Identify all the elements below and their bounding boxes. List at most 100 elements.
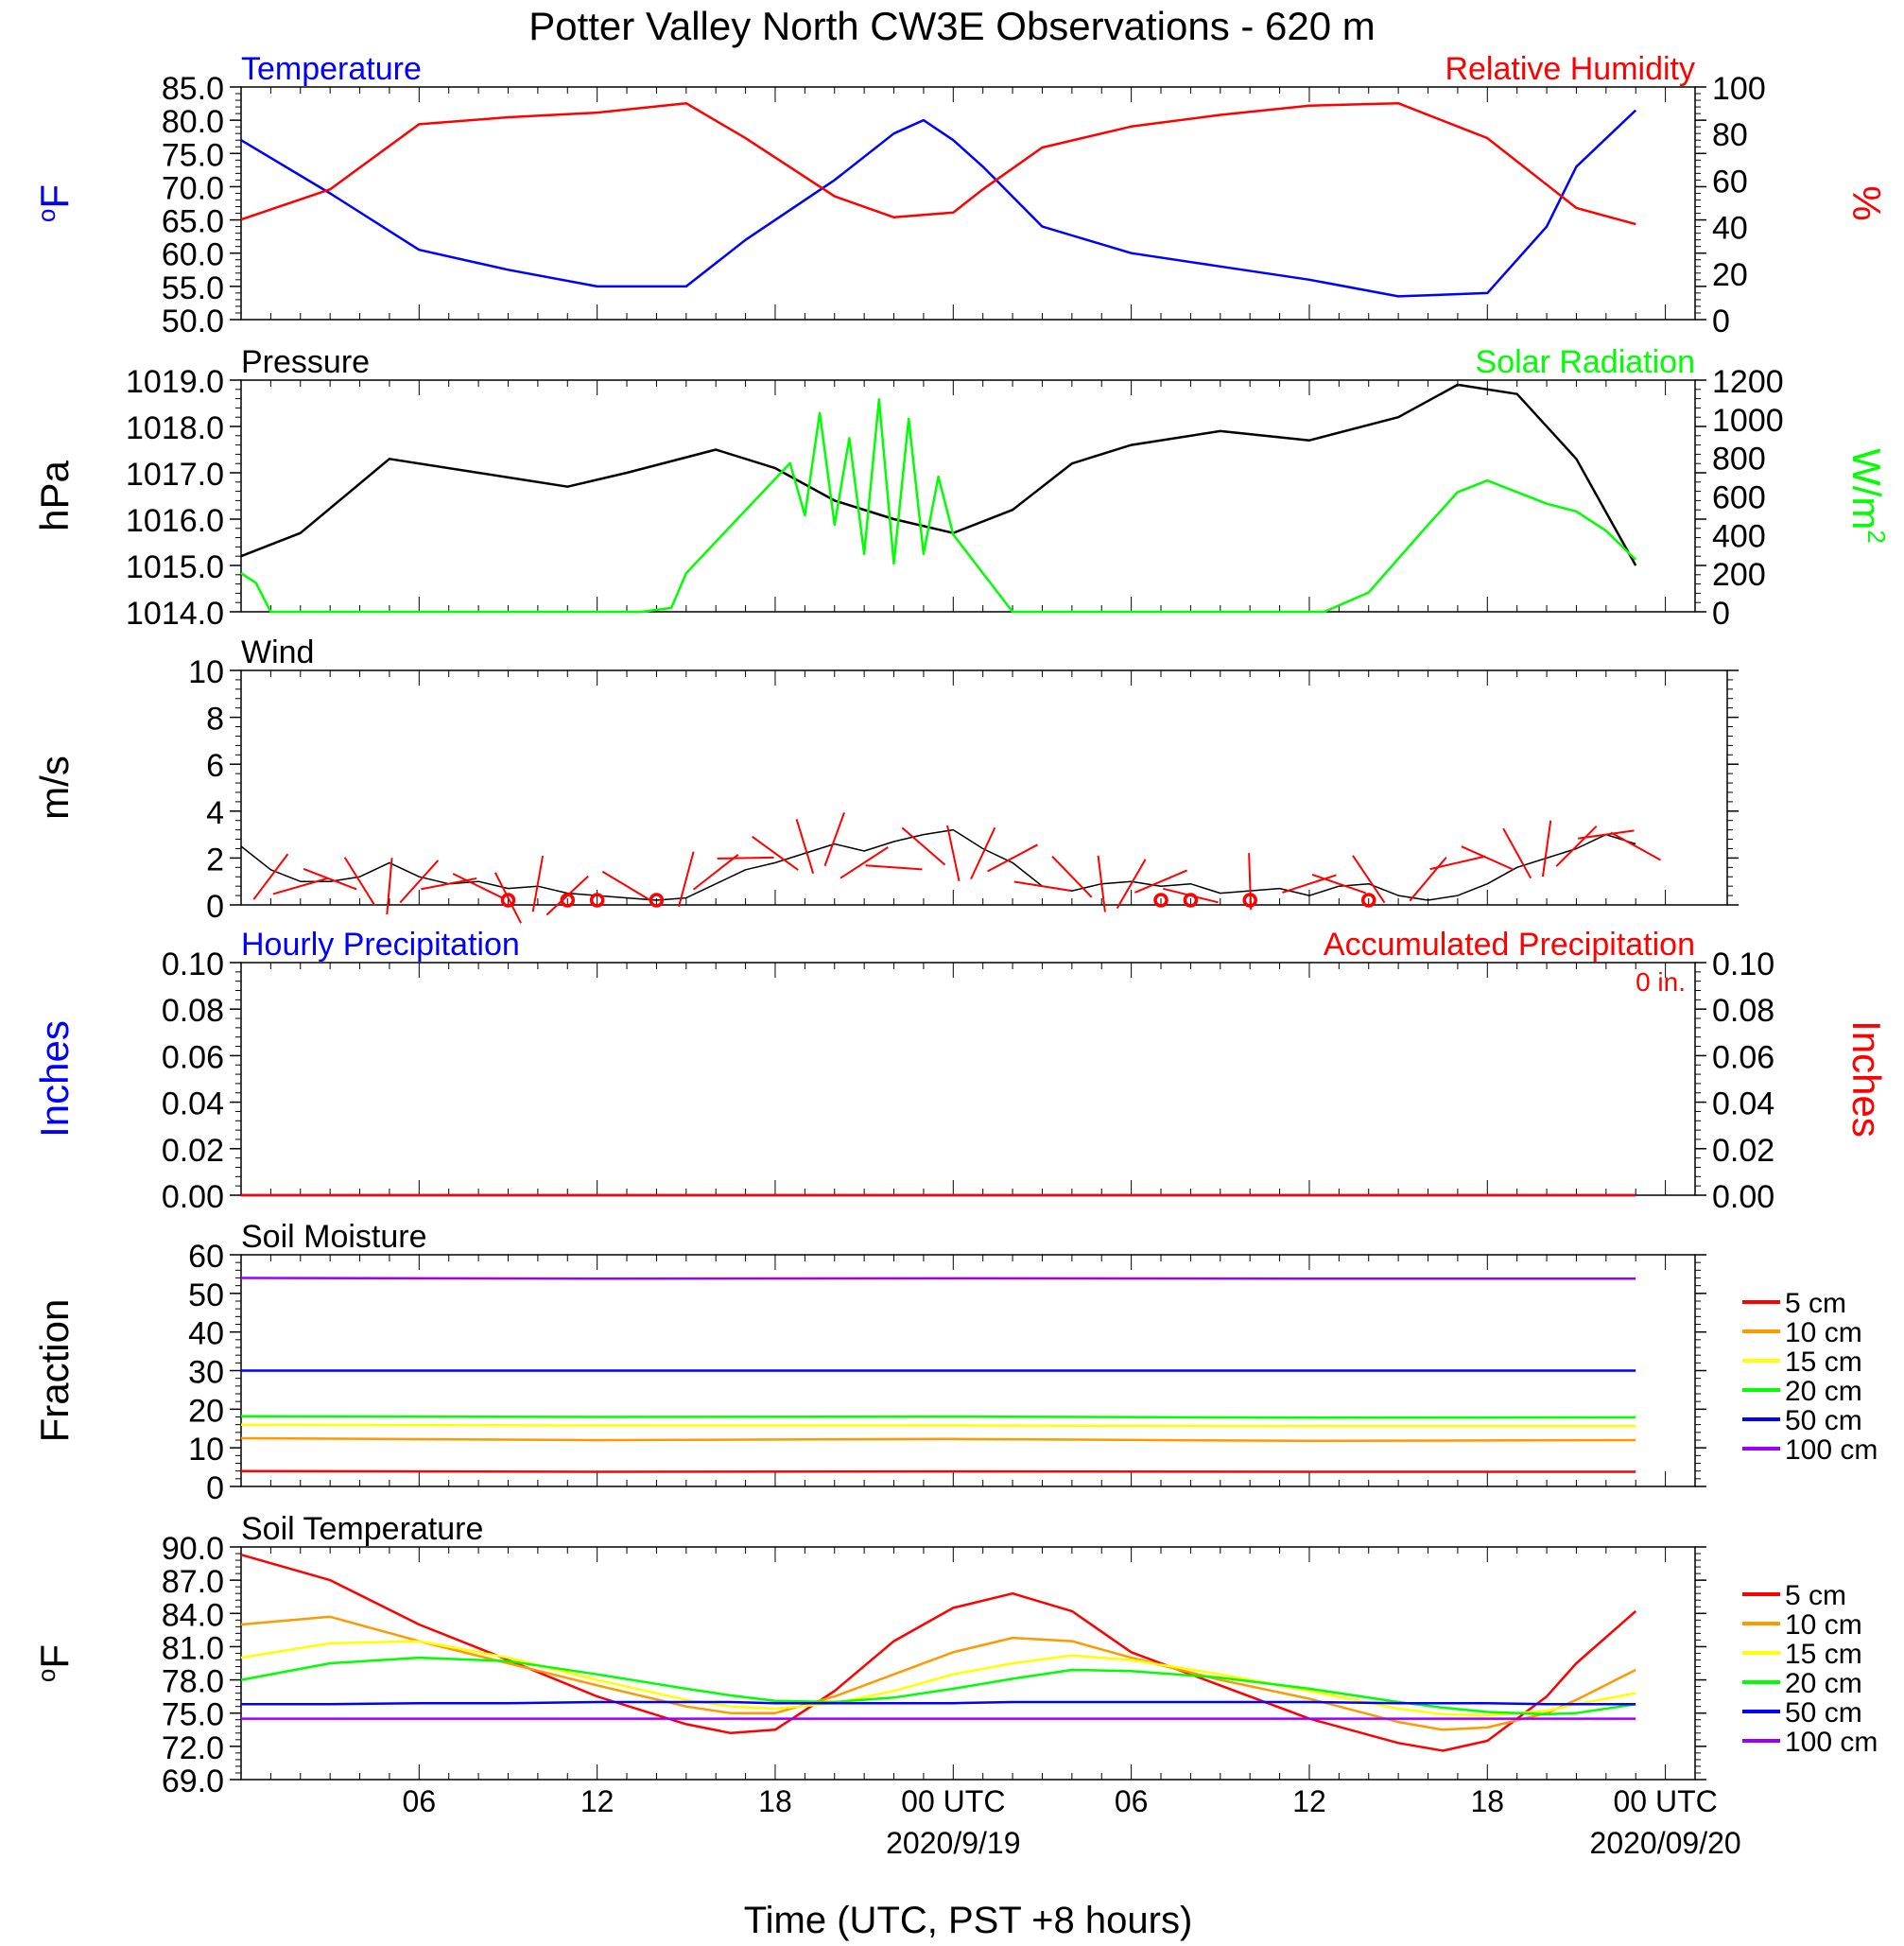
panel-title-left: Hourly Precipitation bbox=[241, 927, 520, 963]
wind-barb bbox=[252, 853, 289, 900]
y-axis-label-right: W/m2 bbox=[1844, 448, 1891, 544]
right-tick-label: 60 bbox=[1712, 164, 1748, 200]
left-tick-label: 0.08 bbox=[162, 993, 224, 1029]
legend-entry: 50 cm bbox=[1785, 1697, 1862, 1729]
legend-entry: 5 cm bbox=[1785, 1288, 1846, 1319]
legend-entry: 15 cm bbox=[1785, 1347, 1862, 1378]
right-tick-label: 80 bbox=[1712, 117, 1748, 153]
wind-barb bbox=[970, 826, 996, 880]
left-tick-label: 84.0 bbox=[162, 1597, 224, 1633]
left-tick-label: 87.0 bbox=[162, 1564, 224, 1600]
series-wind bbox=[240, 828, 1636, 901]
calm-wind-marker bbox=[560, 893, 576, 908]
wind-barb bbox=[1610, 831, 1661, 861]
right-tick-label: 0.06 bbox=[1712, 1039, 1774, 1075]
legend-entry: 100 cm bbox=[1785, 1434, 1878, 1466]
wind-barb bbox=[386, 858, 393, 915]
series-temperature bbox=[240, 109, 1637, 298]
calm-wind-marker bbox=[500, 893, 516, 908]
series-15-cm bbox=[240, 1423, 1636, 1428]
left-tick-label: 90.0 bbox=[162, 1531, 224, 1567]
left-tick-label: 1015.0 bbox=[126, 549, 224, 585]
wind-barb bbox=[752, 835, 799, 871]
left-tick-label: 4 bbox=[206, 795, 224, 831]
wind-barb bbox=[692, 854, 739, 891]
wind-barb bbox=[1409, 857, 1447, 902]
left-tick-label: 0.10 bbox=[162, 947, 224, 982]
right-tick-label: 100 bbox=[1712, 71, 1766, 107]
left-tick-label: 65.0 bbox=[162, 204, 224, 240]
series-100-cm bbox=[240, 1277, 1636, 1280]
series-50-cm bbox=[241, 1700, 1636, 1706]
wind-barb bbox=[823, 812, 845, 867]
panel-pressure_solar: 1014.0 1015.0 1016.0 1017.0 1018.0 1019.0 0200… bbox=[32, 344, 1891, 632]
wind-barb bbox=[795, 819, 815, 874]
panel-temp_rh: 50.055.060.065.070.075.080.085.0 0 20 40 60 8… bbox=[32, 51, 1889, 339]
y-axis-label-right: Inches bbox=[1844, 1020, 1889, 1138]
left-tick-label: 72.0 bbox=[162, 1730, 224, 1766]
right-tick-label: 200 bbox=[1712, 557, 1766, 593]
left-tick-label: 50 bbox=[188, 1277, 224, 1313]
legend-entry: 10 cm bbox=[1785, 1317, 1862, 1348]
wind-barb bbox=[399, 860, 440, 904]
right-tick-label: 800 bbox=[1712, 442, 1766, 478]
wind-barb bbox=[1013, 880, 1071, 892]
left-tick-label: 2 bbox=[206, 842, 224, 877]
calm-wind-marker bbox=[589, 893, 605, 908]
series-5-cm bbox=[240, 1553, 1637, 1752]
left-tick-label: 10 bbox=[188, 654, 224, 690]
legend-entry: 50 cm bbox=[1785, 1405, 1862, 1436]
legend-entry: 100 cm bbox=[1785, 1727, 1878, 1758]
panel-frame bbox=[240, 669, 1728, 906]
wind-barb bbox=[987, 843, 1039, 873]
left-tick-label: 0.00 bbox=[162, 1179, 224, 1215]
series-10-cm bbox=[240, 1436, 1636, 1443]
y-axis-label-left: m/s bbox=[32, 756, 77, 820]
left-tick-label: 0 bbox=[206, 1470, 224, 1506]
wind-barb bbox=[303, 868, 357, 891]
shared-x-axis: 06 12 18 00 UTC 06 12 18 00 UTC 2020/9/19 2020/09… bbox=[403, 1784, 1741, 1860]
y-axis-label-left: oF bbox=[32, 184, 77, 222]
series-10-cm bbox=[240, 1615, 1636, 1731]
series-5-cm bbox=[240, 1469, 1636, 1473]
panel-title-right: Relative Humidity bbox=[1445, 51, 1695, 87]
y-axis-label-left: Inches bbox=[32, 1020, 77, 1138]
left-tick-label: 30 bbox=[188, 1355, 224, 1391]
wind-barb bbox=[865, 864, 923, 871]
x-tick-label: 00 UTC bbox=[1613, 1784, 1717, 1818]
x-tick-label: 06 bbox=[403, 1784, 437, 1818]
left-tick-label: 0 bbox=[206, 889, 224, 925]
right-tick-label: 0.04 bbox=[1712, 1086, 1774, 1122]
wind-barb bbox=[1097, 855, 1106, 912]
left-tick-label: 1019.0 bbox=[126, 364, 224, 400]
wind-barb bbox=[839, 846, 889, 879]
series-20-cm bbox=[240, 1656, 1636, 1716]
wind-barb bbox=[452, 873, 505, 900]
calm-wind-marker bbox=[1183, 893, 1199, 908]
left-tick-label: 81.0 bbox=[162, 1630, 224, 1666]
right-tick-label: 0.00 bbox=[1712, 1179, 1774, 1215]
panel-title-left: Temperature bbox=[241, 51, 422, 87]
x-date-label: 2020/09/20 bbox=[1590, 1826, 1741, 1860]
panel-title-left: Soil Temperature bbox=[241, 1511, 483, 1547]
right-tick-label: 20 bbox=[1712, 257, 1748, 293]
y-axis-label-left: Fraction bbox=[32, 1299, 77, 1443]
left-tick-label: 0.04 bbox=[162, 1086, 224, 1122]
x-tick-label: 06 bbox=[1115, 1784, 1149, 1818]
calm-wind-marker bbox=[1360, 893, 1376, 908]
left-tick-label: 1017.0 bbox=[126, 457, 224, 493]
figure-title: Potter Valley North CW3E Observations - … bbox=[528, 4, 1376, 48]
y-axis-label-left: hPa bbox=[32, 460, 77, 530]
calm-wind-marker bbox=[1242, 893, 1257, 908]
y-axis-label-left: oF bbox=[32, 1644, 77, 1682]
x-tick-label: 18 bbox=[1470, 1784, 1504, 1818]
left-tick-label: 60.0 bbox=[162, 237, 224, 273]
y-axis-label-right: % bbox=[1844, 185, 1889, 220]
panel-precip: 0.00 0.02 0.04 0.06 0.08 0.10 0.00 0.02 0.04 0.06… bbox=[32, 927, 1889, 1215]
panel-title-right: Accumulated Precipitation bbox=[1324, 927, 1695, 963]
right-tick-label: 1000 bbox=[1712, 403, 1784, 439]
left-tick-label: 40 bbox=[188, 1316, 224, 1352]
left-tick-label: 1014.0 bbox=[126, 596, 224, 632]
